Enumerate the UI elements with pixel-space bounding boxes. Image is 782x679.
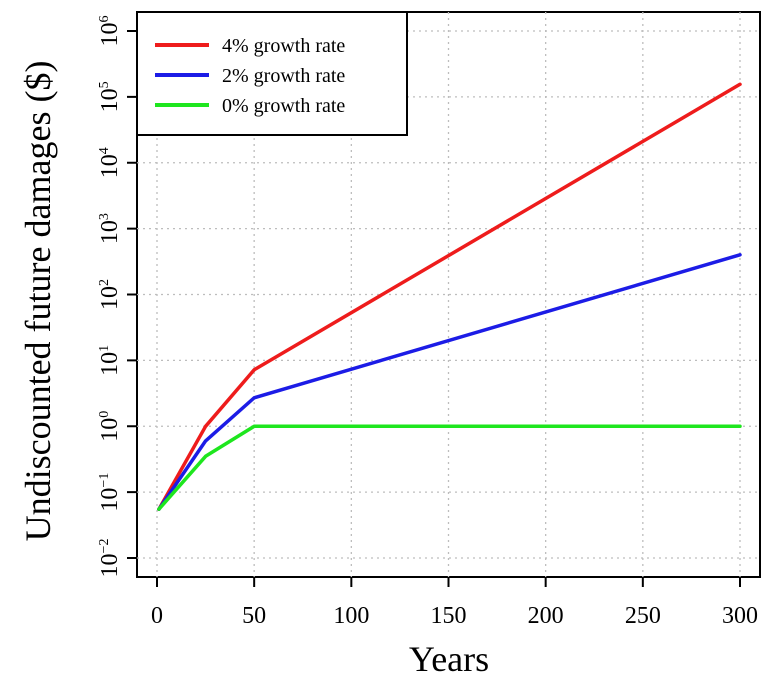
legend: 4% growth rate 2% growth rate 0% growth ra… xyxy=(136,11,408,136)
y-tick-label: 100 xyxy=(97,411,123,442)
legend-label: 4% growth rate xyxy=(222,35,345,57)
y-tick-label: 103 xyxy=(97,213,123,244)
series-lines xyxy=(157,82,742,511)
legend-label: 2% growth rate xyxy=(222,65,345,87)
y-tick-label: 106 xyxy=(97,16,123,47)
x-tick-label: 250 xyxy=(625,603,661,629)
x-tick-label: 150 xyxy=(431,603,467,629)
x-tick-label: 300 xyxy=(722,603,758,629)
x-tick-label: 200 xyxy=(528,603,564,629)
x-tick-label: 100 xyxy=(333,603,369,629)
y-tick-label: 104 xyxy=(97,147,123,178)
x-tick-label: 50 xyxy=(242,603,266,629)
x-axis: 0 50 100 150 200 250 300 xyxy=(151,577,758,629)
y-axis-title: Undiscounted future damages ($) xyxy=(18,61,58,542)
y-tick-label: 105 xyxy=(97,81,123,112)
y-tick-label: 102 xyxy=(97,279,123,310)
legend-label: 0% growth rate xyxy=(222,95,345,117)
y-axis: 10−2 10−1 100 101 102 103 104 105 106 xyxy=(97,16,137,578)
y-tick-label: 10−2 xyxy=(97,539,123,578)
y-tick-label: 101 xyxy=(97,345,123,376)
x-axis-title: Years xyxy=(409,639,489,679)
series-line xyxy=(157,82,742,511)
series-line xyxy=(157,253,742,511)
y-tick-label: 10−1 xyxy=(97,473,123,512)
series-line xyxy=(157,424,742,511)
x-tick-label: 0 xyxy=(151,603,163,629)
